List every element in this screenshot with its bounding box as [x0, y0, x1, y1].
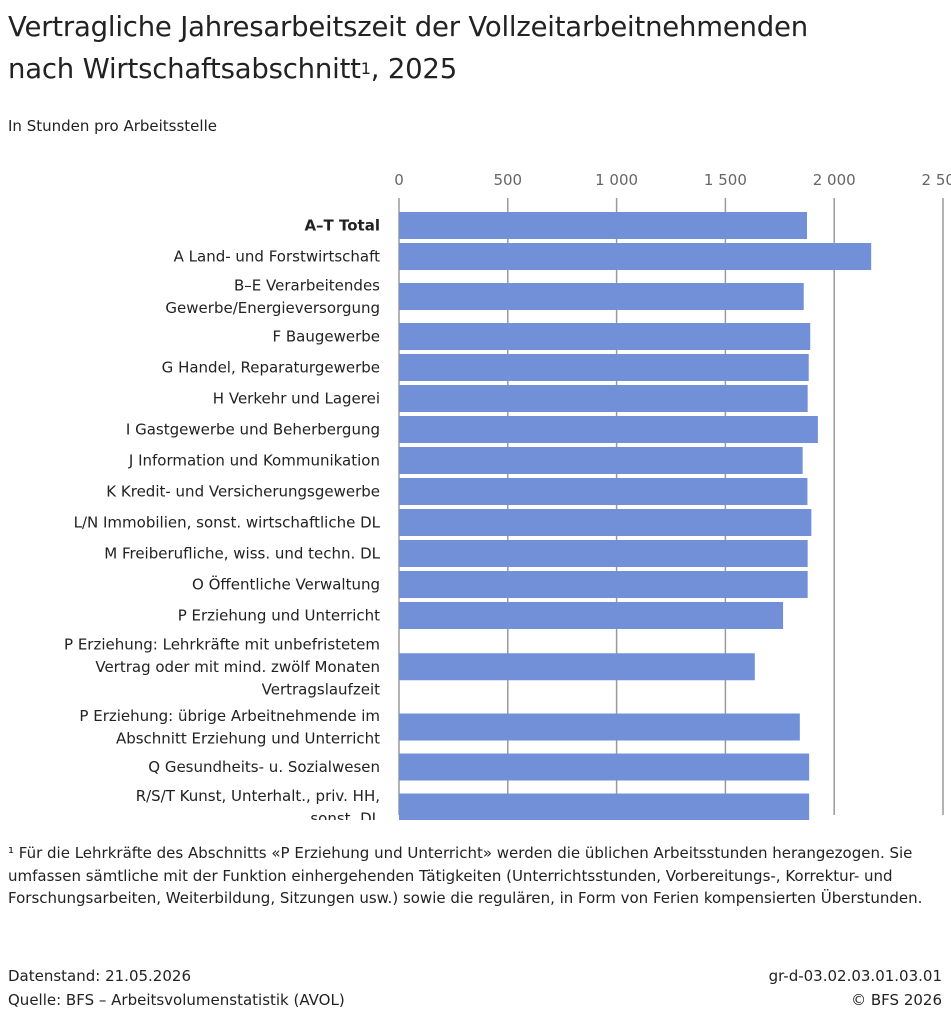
- bar-7: [399, 447, 803, 474]
- chart-subtitle: In Stunden pro Arbeitsstelle: [8, 117, 217, 135]
- copyright: © BFS 2026: [851, 991, 942, 1009]
- chart-title: Vertragliche Jahresarbeitszeit der Vollz…: [8, 6, 938, 90]
- category-label-4: G Handel, Reparaturgewerbe: [162, 359, 380, 377]
- bar-4: [399, 354, 809, 381]
- category-label-14-line-0: P Erziehung: übrige Arbeitnehmende im: [79, 707, 380, 725]
- bar-10: [399, 540, 808, 567]
- category-label-14-line-1: Abschnitt Erziehung und Unterricht: [116, 729, 380, 747]
- category-label-10: M Freiberufliche, wiss. und techn. DL: [104, 545, 380, 563]
- bar-chart: 0 500 1 000 1 500 2 000 2 500 A–T Total A Land-…: [64, 171, 951, 820]
- category-label-2-line-0: B–E Verarbeitendes: [234, 276, 380, 294]
- title-year: , 2025: [370, 53, 458, 85]
- title-line-1: Vertragliche Jahresarbeitszeit der Vollz…: [8, 11, 808, 43]
- category-label-8: K Kredit- und Versicherungsgewerbe: [106, 483, 380, 501]
- bar-0: [399, 212, 807, 239]
- bar-8: [399, 478, 808, 505]
- category-label-13-line-2: Vertragslaufzeit: [262, 680, 380, 698]
- category-label-6: I Gastgewerbe und Beherbergung: [126, 421, 380, 439]
- category-label-0: A–T Total: [304, 217, 380, 235]
- footer-source-block: Datenstand: 21.05.2026 Quelle: BFS – Arb…: [8, 964, 345, 1012]
- bar-6: [399, 416, 818, 443]
- category-label-5: H Verkehr und Lagerei: [213, 390, 380, 408]
- x-tick-label-2500: 2 500: [922, 171, 951, 189]
- footer-meta-block: gr-d-03.02.03.01.03.01 © BFS 2026: [769, 964, 942, 1012]
- category-label-9: L/N Immobilien, sonst. wirtschaftliche D…: [74, 514, 381, 532]
- category-label-13-line-0: P Erziehung: Lehrkräfte mit unbefristete…: [64, 635, 380, 653]
- data-date: Datenstand: 21.05.2026: [8, 967, 191, 985]
- bar-16: [399, 793, 810, 820]
- category-label-12: P Erziehung und Unterricht: [178, 607, 380, 625]
- bar-13: [399, 653, 755, 681]
- x-tick-label-1500: 1 500: [704, 171, 747, 189]
- x-tick-label-1000: 1 000: [595, 171, 638, 189]
- bar-9: [399, 509, 812, 536]
- title-line-2: nach Wirtschaftsabschnitt: [8, 53, 361, 85]
- category-label-2-line-1: Gewerbe/Energieversorgung: [165, 299, 380, 317]
- bar-14: [399, 713, 800, 741]
- bar-15: [399, 753, 810, 781]
- category-label-11: O Öffentliche Verwaltung: [192, 575, 380, 594]
- bar-11: [399, 571, 808, 598]
- x-tick-label-2000: 2 000: [813, 171, 856, 189]
- bar-12: [399, 602, 784, 629]
- category-label-7: J Information und Kommunikation: [128, 452, 380, 470]
- x-tick-label-500: 500: [493, 171, 522, 189]
- bar-5: [399, 385, 808, 412]
- bar-2: [399, 283, 804, 310]
- x-tick-label-0: 0: [394, 171, 404, 189]
- footnote: ¹ Für die Lehrkräfte des Abschnitts «P E…: [8, 844, 923, 907]
- category-label-15: Q Gesundheits- u. Sozialwesen: [148, 758, 380, 776]
- category-label-3: F Baugewerbe: [272, 328, 380, 346]
- bar-1: [399, 243, 872, 270]
- chart-code: gr-d-03.02.03.01.03.01: [768, 967, 942, 985]
- category-label-16-line-1: sonst. DL: [310, 809, 380, 820]
- category-label-16-line-0: R/S/T Kunst, Unterhalt., priv. HH,: [136, 787, 380, 805]
- source: Quelle: BFS – Arbeitsvolumenstatistik (A…: [8, 991, 345, 1009]
- bar-3: [399, 323, 811, 350]
- category-label-13-line-1: Vertrag oder mit mind. zwölf Monaten: [95, 658, 380, 676]
- footnote-marker: 1: [360, 59, 371, 78]
- category-label-1: A Land- und Forstwirtschaft: [174, 248, 380, 266]
